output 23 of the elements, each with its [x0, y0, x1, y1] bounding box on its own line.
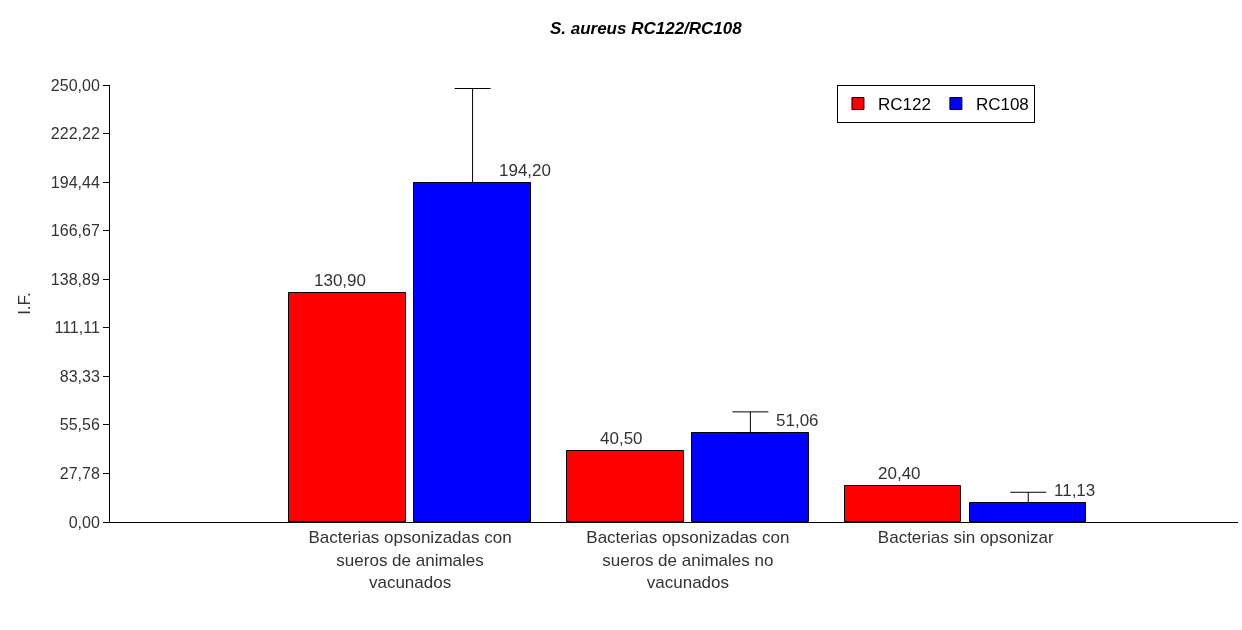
data-label: 51,06 — [776, 411, 819, 430]
data-label: 40,50 — [600, 429, 643, 448]
data-label: 194,20 — [499, 161, 551, 180]
y-tick-label: 222,22 — [50, 125, 100, 143]
y-tick-label: 194,44 — [50, 173, 100, 191]
y-tick-label: 0,00 — [68, 513, 100, 531]
x-tick-label: Bacterias opsonizadas con sueros de animales vacunados — [308, 528, 512, 592]
y-tick-label: 111,11 — [54, 319, 100, 337]
x-tick-label: Bacterias sin opsonizar — [877, 528, 1054, 548]
legend-label: RC108 — [975, 95, 1029, 115]
y-tick-label: 250,00 — [50, 76, 100, 94]
y-tick-label: 55,56 — [59, 416, 100, 434]
y-tick-label: 166,67 — [50, 222, 100, 240]
chart-title: S. aureus RC122/RC108 — [549, 18, 743, 38]
data-label: 20,40 — [878, 464, 921, 483]
x-tick-label: Bacterias opsonizadas con sueros de animales no vacunados — [586, 528, 790, 592]
data-label: 11,13 — [1054, 481, 1096, 500]
y-tick-label: 138,89 — [50, 270, 100, 288]
legend-label: RC122 — [877, 95, 931, 115]
y-axis-title: I.F. — [15, 292, 35, 315]
y-tick-label: 83,33 — [59, 367, 100, 385]
y-tick-label: 27,78 — [59, 465, 100, 483]
data-label: 130,90 — [314, 271, 366, 290]
